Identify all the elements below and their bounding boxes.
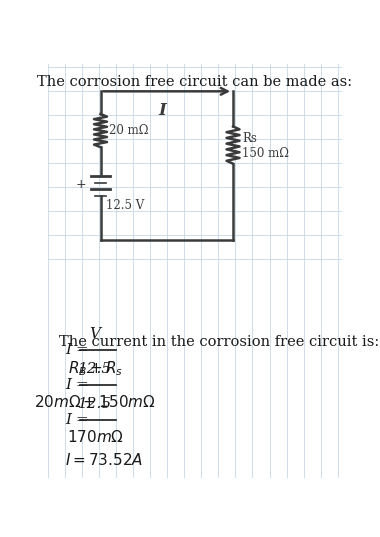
- Text: The corrosion free circuit can be made as:: The corrosion free circuit can be made a…: [37, 75, 352, 89]
- Text: I =: I =: [65, 378, 93, 392]
- Text: 150 mΩ: 150 mΩ: [242, 147, 289, 160]
- Text: 12.5: 12.5: [78, 397, 112, 411]
- Text: The current in the corrosion free circuit is:: The current in the corrosion free circui…: [59, 335, 380, 349]
- Text: 12.5: 12.5: [78, 362, 112, 376]
- Text: I: I: [158, 101, 166, 119]
- Text: V: V: [90, 326, 101, 340]
- Text: I =: I =: [65, 413, 93, 427]
- Text: $I = 73.52A$: $I = 73.52A$: [65, 452, 143, 468]
- Text: $20m\Omega+150m\Omega$: $20m\Omega+150m\Omega$: [34, 394, 156, 410]
- Text: $R_B + R_s$: $R_B + R_s$: [68, 359, 123, 378]
- Text: 12.5 V: 12.5 V: [106, 199, 145, 212]
- Text: Rs: Rs: [242, 132, 257, 146]
- Text: 20 mΩ: 20 mΩ: [109, 124, 149, 137]
- Text: $170m\Omega$: $170m\Omega$: [66, 429, 124, 445]
- Text: I =: I =: [65, 343, 93, 357]
- Text: +: +: [76, 178, 87, 191]
